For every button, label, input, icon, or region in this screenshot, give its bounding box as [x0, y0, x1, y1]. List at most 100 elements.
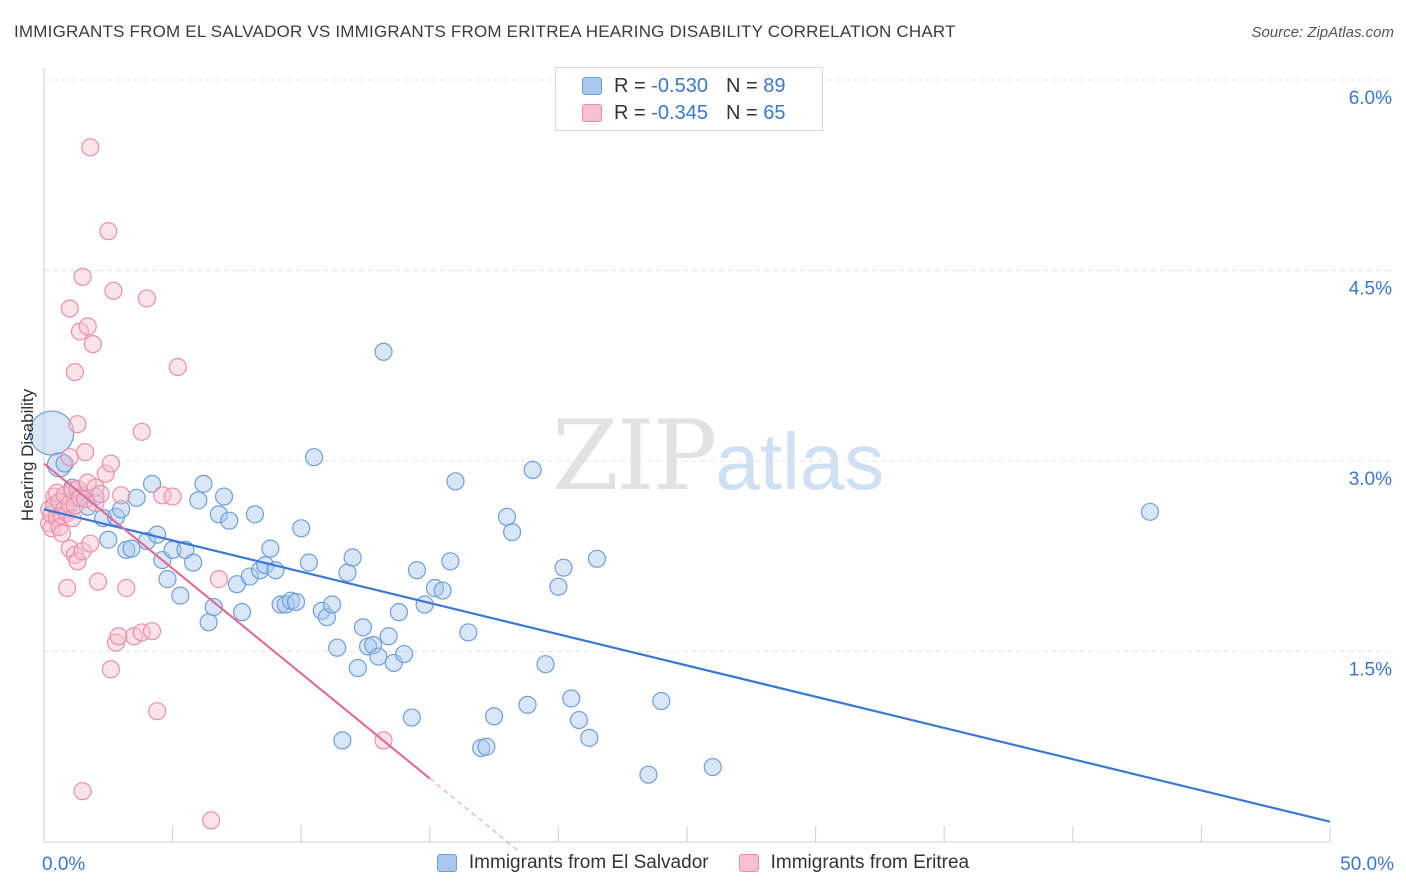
- point-eritrea: [96, 464, 115, 483]
- legend-n-value: 89: [763, 74, 786, 97]
- point-eritrea: [101, 454, 120, 473]
- point-el-salvador: [652, 691, 671, 711]
- series-legend-label-eritrea: Immigrants from Eritrea: [770, 852, 970, 873]
- source-credit: Source: ZipAtlas.com: [1251, 24, 1394, 41]
- point-el-salvador: [446, 472, 465, 491]
- point-el-salvador: [562, 689, 581, 708]
- point-eritrea: [132, 422, 151, 441]
- point-eritrea: [163, 487, 182, 506]
- point-el-salvador: [389, 603, 409, 622]
- point-el-salvador: [569, 710, 589, 730]
- point-eritrea: [99, 222, 118, 241]
- point-el-salvador: [379, 627, 398, 646]
- point-eritrea: [117, 578, 136, 598]
- point-el-salvador: [703, 757, 722, 777]
- point-el-salvador: [353, 618, 373, 637]
- series-legend-swatch-el-salvador: [436, 854, 457, 872]
- legend-n-label: N =: [725, 101, 758, 124]
- point-eritrea: [42, 519, 61, 538]
- axes: [43, 68, 1331, 843]
- correlation-legend: R = -0.530 N = 89 R = -0.345 N = 65: [555, 67, 823, 131]
- y-tick-label: 4.5%: [1349, 279, 1392, 300]
- point-el-salvador: [518, 695, 537, 714]
- point-el-salvador: [549, 577, 568, 596]
- point-el-salvador: [374, 342, 393, 361]
- point-el-salvador: [459, 623, 478, 642]
- legend-r-value: -0.530: [651, 74, 708, 97]
- series-legend-label-el-salvador: Immigrants from El Salvador: [468, 852, 709, 873]
- point-el-salvador: [1140, 502, 1160, 521]
- point-el-salvador: [245, 505, 265, 524]
- point-el-salvador: [214, 487, 234, 506]
- trend-line-eritrea-extension: [429, 778, 521, 853]
- legend-r-label: R =: [614, 101, 646, 124]
- trend-lines: [43, 462, 1331, 853]
- series-legend-eritrea: Immigrants from Eritrea: [738, 852, 970, 874]
- point-el-salvador: [497, 507, 517, 526]
- watermark-zip: ZIP: [552, 400, 717, 512]
- point-el-salvador: [441, 552, 460, 571]
- point-eritrea: [60, 299, 79, 318]
- point-el-salvador: [503, 523, 522, 542]
- point-eritrea: [104, 281, 123, 300]
- point-el-salvador: [158, 570, 177, 589]
- point-eritrea: [83, 335, 102, 354]
- point-el-salvador: [189, 491, 208, 510]
- point-eritrea: [112, 486, 131, 505]
- point-el-salvador: [184, 553, 203, 572]
- point-el-salvador: [209, 505, 228, 524]
- point-el-salvador: [415, 595, 434, 614]
- point-el-salvador: [204, 597, 223, 617]
- point-el-salvador: [485, 707, 504, 726]
- legend-row-eritrea: R = -0.345 N = 65: [582, 101, 785, 125]
- point-eritrea: [88, 572, 108, 591]
- point-el-salvador: [232, 603, 252, 622]
- point-el-salvador: [580, 728, 599, 747]
- series-legend: Immigrants from El Salvador Immigrants f…: [0, 852, 1406, 874]
- point-eritrea: [73, 267, 92, 286]
- point-eritrea: [73, 542, 92, 561]
- point-eritrea: [202, 811, 221, 830]
- point-el-salvador: [338, 563, 357, 582]
- point-eritrea: [52, 524, 72, 543]
- point-eritrea: [68, 415, 87, 434]
- y-tick-label: 6.0%: [1349, 88, 1392, 109]
- point-eritrea: [142, 622, 162, 641]
- point-el-salvador: [523, 460, 542, 479]
- point-eritrea: [68, 552, 87, 571]
- point-eritrea: [81, 138, 100, 157]
- trend-line-eritrea: [43, 462, 431, 780]
- point-el-salvador: [348, 658, 367, 678]
- point-eritrea: [65, 363, 84, 382]
- point-el-salvador: [477, 737, 496, 756]
- point-el-salvador: [271, 595, 290, 614]
- point-el-salvador: [328, 638, 347, 657]
- legend-r-value: -0.345: [651, 101, 708, 124]
- point-el-salvador: [112, 500, 131, 519]
- legend-swatch-eritrea: [582, 104, 602, 122]
- point-el-salvador: [286, 592, 306, 612]
- point-eritrea: [81, 534, 100, 553]
- tick-labels: 1.5% 3.0% 4.5% 6.0% 0.0% 50.0%: [42, 88, 1394, 875]
- point-el-salvador: [199, 613, 218, 632]
- point-el-salvador: [554, 558, 573, 577]
- point-eritrea: [58, 578, 77, 598]
- point-el-salvador: [292, 519, 311, 538]
- point-eritrea: [73, 782, 92, 801]
- point-eritrea: [76, 443, 95, 462]
- point-el-salvador: [127, 488, 146, 507]
- point-eritrea: [78, 317, 97, 336]
- grid-lines: [44, 79, 1392, 652]
- point-eritrea: [109, 627, 128, 646]
- point-el-salvador: [343, 548, 362, 567]
- point-eritrea: [101, 660, 120, 679]
- point-el-salvador: [304, 448, 324, 467]
- point-el-salvador: [402, 708, 421, 727]
- point-el-salvador: [171, 586, 190, 605]
- legend-r-label: R =: [614, 74, 646, 97]
- point-el-salvador: [240, 567, 259, 586]
- y-axis-label: Hearing Disability: [18, 388, 37, 522]
- series-eritrea-points: [40, 138, 393, 830]
- point-el-salvador: [364, 636, 383, 655]
